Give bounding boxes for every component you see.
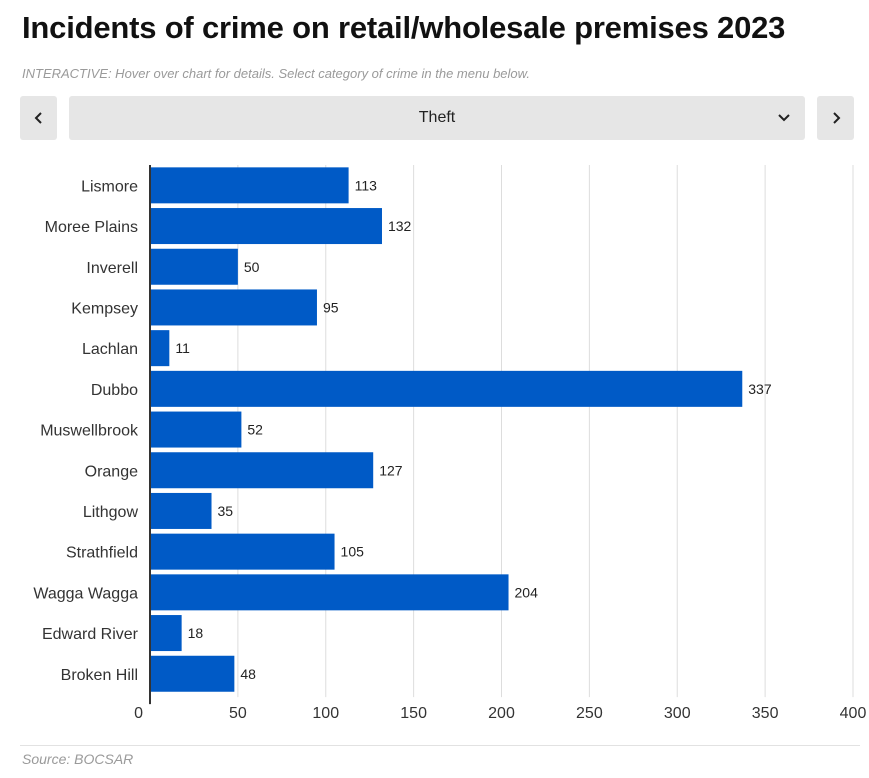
bar[interactable] (150, 208, 382, 245)
x-tick-label: 100 (312, 705, 339, 722)
bar[interactable] (150, 330, 170, 367)
category-label: Muswellbrook (40, 423, 139, 440)
data-label: 127 (379, 462, 403, 478)
chart-subtitle: INTERACTIVE: Hover over chart for detail… (22, 66, 530, 81)
category-label: Wagga Wagga (33, 585, 138, 602)
data-label: 113 (355, 177, 378, 193)
data-label: 132 (388, 218, 412, 234)
data-label: 105 (341, 544, 365, 560)
bar[interactable] (150, 574, 509, 611)
bar[interactable] (150, 655, 235, 692)
bar[interactable] (150, 248, 238, 285)
chevron-left-icon (34, 112, 42, 124)
category-label: Kempsey (71, 300, 138, 317)
category-label: Lachlan (82, 341, 138, 358)
data-label: 337 (748, 381, 772, 397)
chart-title: Incidents of crime on retail/wholesale p… (22, 10, 786, 45)
next-category-button[interactable] (817, 96, 854, 140)
data-label: 95 (323, 299, 339, 315)
data-label: 50 (244, 259, 260, 275)
category-label: Strathfield (66, 545, 138, 562)
x-tick-label: 250 (576, 705, 603, 722)
data-label: 52 (247, 422, 263, 438)
x-tick-label: 0 (134, 705, 143, 722)
chevron-right-icon (832, 112, 840, 124)
x-tick-label: 350 (752, 705, 779, 722)
data-label: 18 (188, 625, 204, 641)
category-label: Inverell (86, 260, 138, 277)
data-label: 204 (515, 584, 539, 600)
data-label: 48 (240, 666, 256, 682)
previous-category-button[interactable] (20, 96, 57, 140)
bar[interactable] (150, 533, 335, 570)
bar[interactable] (150, 167, 349, 204)
category-label: Lithgow (83, 504, 139, 521)
category-label: Edward River (42, 626, 139, 643)
category-label: Lismore (81, 178, 138, 195)
x-tick-label: 150 (400, 705, 427, 722)
source-note: Source: BOCSAR (22, 751, 134, 767)
source-divider (20, 745, 860, 746)
category-label: Broken Hill (61, 667, 138, 684)
selected-category-label: Theft (418, 109, 456, 126)
bar[interactable] (150, 370, 743, 407)
bar-chart[interactable]: 113 Lismore 132 Moree Plains 50 Inverell 95 Kem… (0, 150, 869, 730)
bar[interactable] (150, 452, 374, 489)
bar[interactable] (150, 289, 317, 326)
category-label: Orange (85, 463, 138, 480)
category-label: Dubbo (91, 382, 138, 399)
bar[interactable] (150, 411, 242, 448)
x-tick-label: 200 (488, 705, 515, 722)
category-label: Moree Plains (45, 219, 138, 236)
x-tick-label: 300 (664, 705, 691, 722)
crime-category-select[interactable]: Theft (69, 96, 805, 140)
data-label: 35 (218, 503, 234, 519)
bar[interactable] (150, 492, 212, 529)
x-tick-label: 400 (840, 705, 867, 722)
bar[interactable] (150, 615, 182, 652)
x-tick-label: 50 (229, 705, 247, 722)
data-label: 11 (175, 340, 190, 356)
chevron-down-icon (778, 114, 790, 122)
